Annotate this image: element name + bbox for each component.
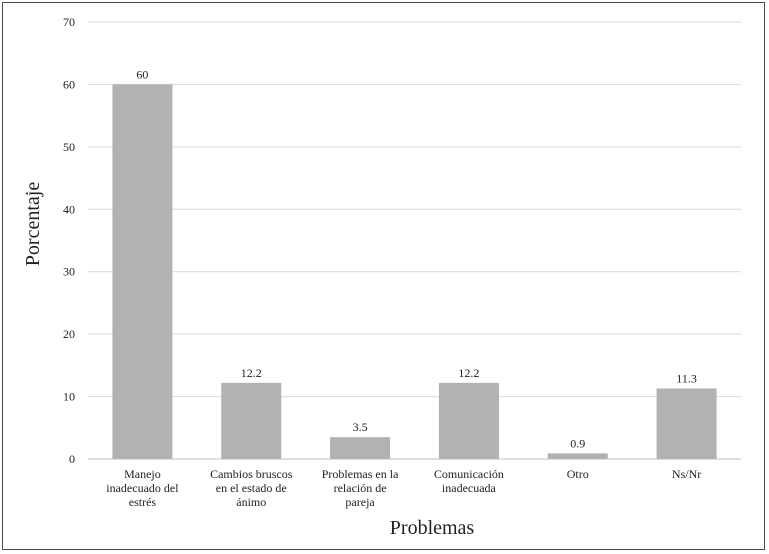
y-tick-label: 30 xyxy=(63,265,75,279)
category-label-line: Comunicación xyxy=(434,467,504,481)
category-label-line: en el estado de xyxy=(216,481,287,495)
y-axis-title: Porcentaje xyxy=(22,182,44,267)
data-label: 11.3 xyxy=(676,371,697,385)
category-label-line: inadecuada xyxy=(442,481,497,495)
bar xyxy=(221,382,282,459)
category-label-line: relación de xyxy=(334,481,387,495)
category-label: Ns/Nr xyxy=(672,467,701,481)
data-label: 3.5 xyxy=(353,420,368,434)
category-label: Otro xyxy=(567,467,589,481)
category-label-line: estrés xyxy=(129,495,157,509)
y-axis-ticks: 0 10 20 30 40 50 60 70 xyxy=(63,15,75,466)
category-label-line: Otro xyxy=(567,467,589,481)
y-tick-label: 0 xyxy=(69,452,75,466)
category-label-line: Ns/Nr xyxy=(672,467,701,481)
bar xyxy=(547,453,608,459)
bar xyxy=(656,388,717,459)
y-tick-label: 40 xyxy=(63,202,75,216)
data-label: 0.9 xyxy=(570,436,585,450)
x-axis-categories: Manejo inadecuado del estrés Cambios brusco… xyxy=(106,467,701,509)
data-label: 60 xyxy=(136,67,148,81)
category-label: Problemas en la relación de pareja xyxy=(322,467,399,509)
category-label: Manejo inadecuado del estrés xyxy=(106,467,179,509)
category-label-line: Manejo xyxy=(124,467,161,481)
category-label-line: Problemas en la xyxy=(322,467,399,481)
gridlines xyxy=(88,21,741,460)
y-tick-label: 60 xyxy=(63,77,75,91)
category-label-line: inadecuado del xyxy=(106,481,179,495)
category-label: Cambios bruscos en el estado de ánimo xyxy=(210,467,293,509)
x-axis-title: Problemas xyxy=(390,517,475,539)
data-labels: 60 12.2 3.5 12.2 0.9 11.3 xyxy=(136,67,696,450)
category-label-line: ánimo xyxy=(236,495,266,509)
y-tick-label: 50 xyxy=(63,140,75,154)
data-label: 12.2 xyxy=(241,366,262,380)
bar xyxy=(438,382,499,459)
bars xyxy=(112,84,717,459)
bar xyxy=(112,84,173,459)
category-label-line: Cambios bruscos xyxy=(210,467,293,481)
y-tick-label: 70 xyxy=(63,15,75,29)
category-label: Comunicación inadecuada xyxy=(434,467,504,495)
y-tick-label: 20 xyxy=(63,327,75,341)
y-tick-label: 10 xyxy=(63,390,75,404)
category-label-line: pareja xyxy=(345,495,375,509)
data-label: 12.2 xyxy=(458,366,479,380)
bar xyxy=(330,437,391,459)
